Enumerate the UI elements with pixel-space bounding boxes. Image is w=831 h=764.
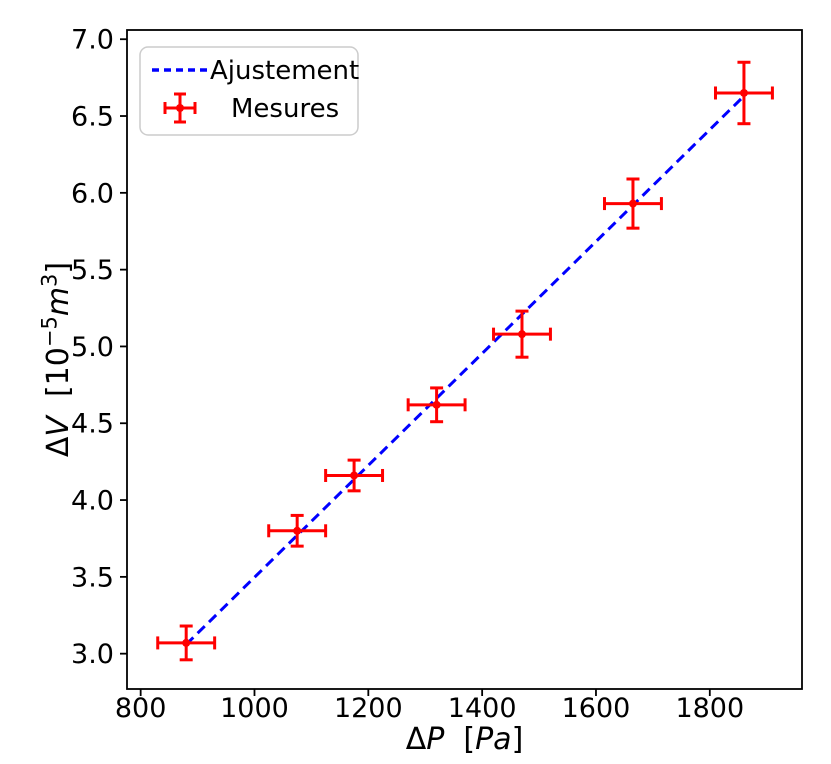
- data-point-5: [492, 309, 552, 359]
- y-tick-label: 6.0: [71, 178, 114, 209]
- x-tick-label: 1800: [675, 693, 744, 724]
- y-tick-label: 5.0: [71, 332, 114, 363]
- x-tick-label: 800: [115, 693, 167, 724]
- x-tick-label: 1600: [562, 693, 631, 724]
- data-point-1: [156, 624, 217, 662]
- y-tick-label: 4.0: [71, 486, 114, 517]
- x-axis: 800 1000 1200 1400 1600 1800: [115, 689, 744, 724]
- x-tick-label: 1200: [334, 693, 403, 724]
- legend: Ajustement Mesures: [139, 46, 359, 136]
- legend-label-ajustement: Ajustement: [210, 56, 359, 86]
- y-tick-label: 6.5: [71, 101, 114, 132]
- fit-line: [185, 94, 745, 646]
- x-tick-label: 1400: [448, 693, 517, 724]
- legend-errorbar-sample: [163, 92, 197, 124]
- y-tick-label: 5.5: [71, 255, 114, 286]
- data-point-7: [713, 60, 774, 126]
- data-point-marker: [293, 526, 302, 535]
- y-axis-label: ΔV [10−5m3]: [38, 262, 76, 457]
- data-point-marker: [432, 400, 441, 409]
- legend-label-mesures: Mesures: [231, 94, 339, 124]
- y-axis: 3.0 3.5 4.0 4.5 5.0 5.5 6.0 6.5 7.0: [71, 25, 127, 670]
- data-point-marker: [517, 330, 526, 339]
- y-tick-label: 3.0: [71, 639, 114, 670]
- data-point-4: [406, 386, 467, 424]
- data-point-2: [267, 513, 328, 548]
- y-tick-label: 7.0: [71, 25, 114, 56]
- data-point-6: [603, 177, 663, 230]
- y-tick-label: 3.5: [71, 562, 114, 593]
- data-point-marker: [628, 199, 637, 208]
- data-point-marker: [350, 471, 359, 480]
- x-tick-label: 1000: [220, 693, 289, 724]
- measurement-series: [156, 60, 774, 662]
- y-tick-label: 4.5: [71, 409, 114, 440]
- data-point-marker: [182, 638, 191, 647]
- plot-border: [126, 29, 803, 690]
- x-axis-label: ΔP [Pa]: [406, 722, 524, 757]
- data-point-3: [324, 458, 385, 493]
- data-point-marker: [739, 88, 748, 97]
